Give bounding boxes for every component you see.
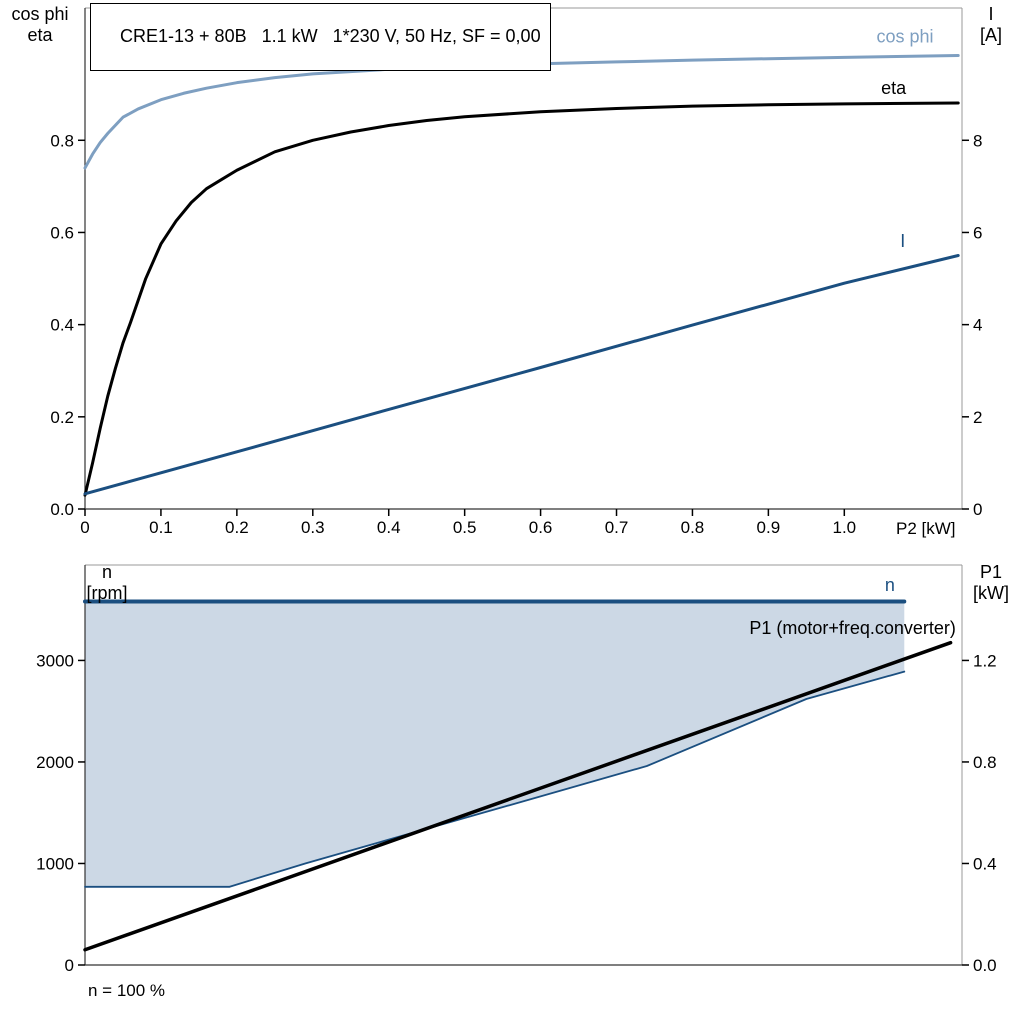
bottom-left-axis-label: n [rpm]: [78, 562, 136, 604]
series-eta: [83, 101, 960, 497]
left-tick-label: 3000: [36, 651, 74, 670]
speed-footnote: n = 100 %: [88, 981, 166, 1000]
top-left-axis-label: cos phi eta: [4, 4, 76, 46]
p2-axis-label: P2 [kW]: [896, 519, 956, 538]
speed-axis-label: n: [101, 562, 112, 582]
left-tick-label: 0.2: [50, 408, 74, 427]
left-tick-label: 0.8: [50, 131, 74, 150]
curve-label-p1-motor-freq-converter-: P1 (motor+freq.converter): [749, 618, 956, 638]
x-tick-label: 0.4: [377, 518, 401, 537]
x-tick-label: 0.5: [453, 518, 477, 537]
right-tick-label: 1.2: [973, 651, 997, 670]
left-tick-label: 0.0: [50, 500, 74, 519]
p1-axis-unit-label: [kW]: [973, 583, 1009, 603]
x-tick-label: 0.6: [529, 518, 553, 537]
curve-label-eta: eta: [881, 78, 907, 98]
speed-range-fill: [85, 601, 905, 887]
top-chart: 0 0.1 0.2 0.3 0.4 0.5 0.6 0.7 0.8 0.9 1.0 0.0 0.2 0.4…: [50, 7, 982, 537]
series-speed-range-lower-limit: [84, 670, 906, 888]
current-axis-unit-label: [A]: [979, 25, 1002, 45]
bottom-right-axis-label: P1 [kW]: [962, 562, 1020, 604]
left-tick-label: 1000: [36, 854, 74, 873]
series-i: [83, 254, 960, 496]
curve-label-cos-phi: cos phi: [877, 27, 934, 47]
x-tick-label: 0.1: [149, 518, 173, 537]
curve-label-n: n: [885, 575, 895, 595]
chart-title-box: CRE1-13 + 80B 1.1 kW 1*230 V, 50 Hz, SF …: [90, 3, 551, 71]
left-tick-label: 0.6: [50, 223, 74, 242]
right-tick-label: 0.8: [973, 753, 997, 772]
chart-title: CRE1-13 + 80B 1.1 kW 1*230 V, 50 Hz, SF …: [120, 26, 541, 46]
right-tick-label: 4: [973, 316, 982, 335]
current-axis-label: I: [988, 4, 994, 24]
eta-axis-label: eta: [27, 25, 53, 45]
x-tick-label: 0: [80, 518, 89, 537]
p1-axis-label: P1: [979, 562, 1003, 582]
cos-phi-axis-label: cos phi: [11, 4, 69, 24]
right-tick-label: 8: [973, 131, 982, 150]
right-tick-label: 2: [973, 408, 982, 427]
x-tick-label: 0.9: [757, 518, 781, 537]
right-tick-label: 6: [973, 223, 982, 242]
left-tick-label: 0: [65, 956, 74, 975]
x-tick-label: 1.0: [832, 518, 856, 537]
right-tick-label: 0.0: [973, 956, 997, 975]
series-cos-phi: [83, 53, 960, 170]
right-tick-label: 0.4: [973, 854, 997, 873]
speed-axis-unit-label: [rpm]: [86, 583, 128, 603]
x-tick-label: 0.8: [681, 518, 705, 537]
top-right-axis-label: I [A]: [962, 4, 1020, 46]
x-tick-label: 0.2: [225, 518, 249, 537]
curve-label-i: I: [900, 231, 905, 251]
right-tick-label: 0: [973, 500, 982, 519]
bottom-chart: 0 1000 2000 3000 0.0 0.4 0.8 1.2 n P1 (motor+freq…: [36, 564, 997, 975]
left-tick-label: 2000: [36, 753, 74, 772]
x-tick-label: 0.3: [301, 518, 325, 537]
series-p1-motor-freq-converter-: [83, 640, 953, 952]
left-tick-label: 0.4: [50, 316, 74, 335]
x-tick-label: 0.7: [605, 518, 629, 537]
